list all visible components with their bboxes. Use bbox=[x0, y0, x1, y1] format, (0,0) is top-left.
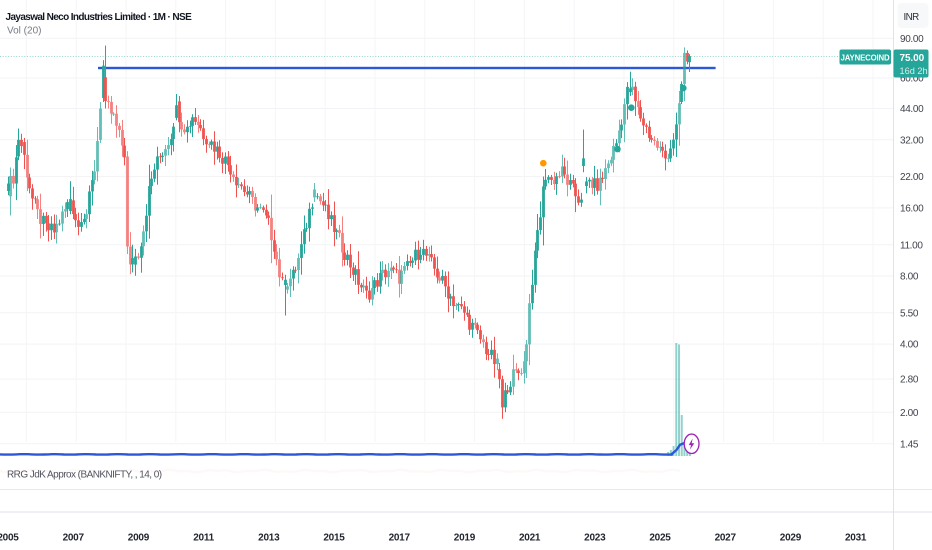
svg-text:2011: 2011 bbox=[193, 533, 214, 544]
svg-text:2013: 2013 bbox=[258, 533, 280, 544]
svg-text:2027: 2027 bbox=[715, 533, 737, 544]
svg-text:2007: 2007 bbox=[63, 533, 85, 544]
svg-text:60.00: 60.00 bbox=[900, 74, 924, 85]
svg-text:2019: 2019 bbox=[454, 533, 476, 544]
svg-text:4.00: 4.00 bbox=[900, 340, 919, 351]
svg-text:75.00: 75.00 bbox=[900, 53, 925, 64]
svg-text:2009: 2009 bbox=[128, 533, 150, 544]
svg-text:2021: 2021 bbox=[519, 533, 541, 544]
svg-text:INR: INR bbox=[904, 12, 920, 23]
svg-text:2025: 2025 bbox=[649, 533, 671, 544]
svg-text:2005: 2005 bbox=[0, 533, 19, 544]
svg-text:RRG JdK Approx (BANKNIFTY, , 1: RRG JdK Approx (BANKNIFTY, , 14, 0) bbox=[7, 470, 162, 481]
svg-text:2029: 2029 bbox=[780, 533, 802, 544]
svg-text:2.80: 2.80 bbox=[900, 375, 919, 386]
svg-text:2031: 2031 bbox=[845, 533, 867, 544]
svg-text:44.00: 44.00 bbox=[900, 104, 924, 115]
svg-text:2.00: 2.00 bbox=[900, 408, 919, 419]
svg-text:16d 2h: 16d 2h bbox=[900, 66, 928, 76]
svg-text:5.50: 5.50 bbox=[900, 308, 919, 319]
svg-text:2015: 2015 bbox=[323, 533, 345, 544]
svg-text:JAYNECOIND: JAYNECOIND bbox=[841, 54, 890, 63]
svg-text:11.00: 11.00 bbox=[900, 240, 923, 251]
svg-text:16.00: 16.00 bbox=[900, 204, 924, 215]
svg-text:2023: 2023 bbox=[584, 533, 606, 544]
svg-text:Vol (20): Vol (20) bbox=[7, 26, 41, 37]
svg-text:32.00: 32.00 bbox=[900, 135, 924, 146]
svg-text:22.00: 22.00 bbox=[900, 172, 924, 183]
svg-text:90.00: 90.00 bbox=[900, 34, 924, 45]
svg-text:Jayaswal Neco Industries Limit: Jayaswal Neco Industries Limited · 1M · … bbox=[6, 12, 193, 23]
svg-text:8.00: 8.00 bbox=[900, 272, 919, 283]
svg-text:2017: 2017 bbox=[389, 533, 411, 544]
svg-text:1.45: 1.45 bbox=[900, 439, 919, 450]
